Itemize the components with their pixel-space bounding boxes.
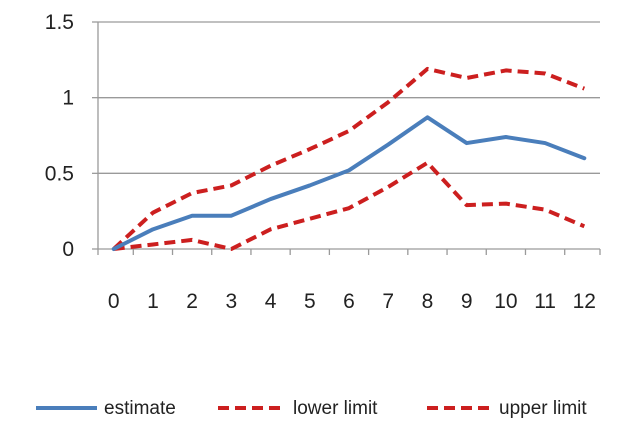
x-tick-label-2: 2	[186, 290, 198, 313]
x-tick-label-9: 9	[461, 290, 473, 313]
x-tick-label-6: 6	[343, 290, 355, 313]
y-tick-label-1: 1	[62, 87, 74, 110]
x-tick-label-4: 4	[265, 290, 277, 313]
x-tick-labels: 0 1 2 3 4 5 6 7 8 9 10 11 12	[108, 290, 596, 313]
legend: estimate lower limit upper limit	[36, 398, 587, 419]
axes	[92, 21, 601, 255]
legend-label-lower-limit: lower limit	[293, 398, 378, 419]
y-tick-label-1-5: 1.5	[45, 11, 74, 34]
series-line-upper-limit	[112, 66, 586, 251]
series-line-lower-limit	[113, 160, 586, 251]
x-tick-label-10: 10	[494, 290, 517, 313]
y-tick-label-0: 0	[62, 238, 74, 261]
x-tick-label-0: 0	[108, 290, 120, 313]
x-tick-label-3: 3	[226, 290, 238, 313]
x-tick-label-12: 12	[573, 290, 596, 313]
y-tick-label-0-5: 0.5	[45, 162, 74, 185]
legend-label-estimate: estimate	[104, 398, 176, 419]
x-tick-label-7: 7	[382, 290, 394, 313]
x-tick-label-11: 11	[534, 290, 556, 313]
series-line-estimate	[111, 115, 587, 251]
gridlines	[98, 21, 600, 174]
series-lines	[111, 66, 587, 251]
x-tick-label-1: 1	[147, 290, 159, 313]
x-tick-label-5: 5	[304, 290, 316, 313]
legend-label-upper-limit: upper limit	[499, 398, 587, 419]
x-tick-label-8: 8	[422, 290, 434, 313]
y-tick-labels: 0 0.5 1 1.5	[45, 11, 74, 261]
